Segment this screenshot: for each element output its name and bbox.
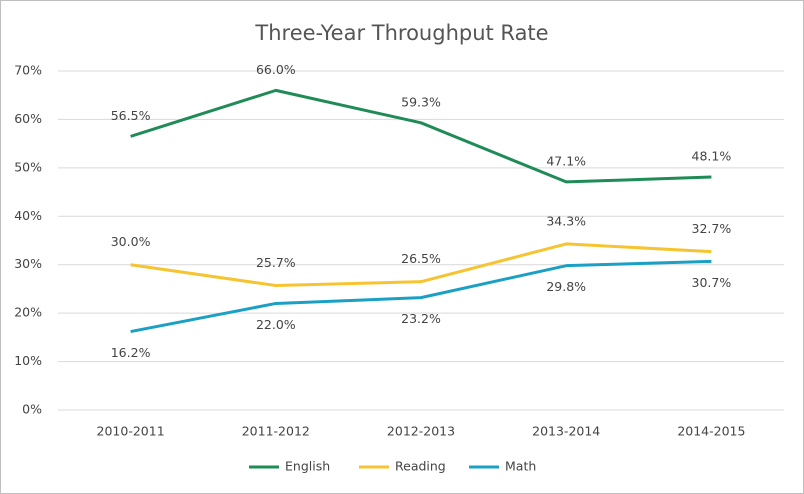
data-label: 34.3% <box>546 213 586 228</box>
data-label: 30.0% <box>111 234 151 249</box>
data-label: 66.0% <box>256 62 296 77</box>
data-label: 48.1% <box>692 149 732 164</box>
legend-label: Math <box>505 459 536 474</box>
y-tick-label: 0% <box>22 402 42 417</box>
chart-title: Three-Year Throughput Rate <box>254 21 548 45</box>
y-tick-label: 20% <box>14 305 42 320</box>
y-tick-label: 60% <box>14 111 42 126</box>
data-label: 30.7% <box>692 275 732 290</box>
y-tick-label: 40% <box>14 208 42 223</box>
data-label: 32.7% <box>692 221 732 236</box>
y-tick-label: 70% <box>14 63 42 78</box>
y-tick-label: 30% <box>14 256 42 271</box>
y-tick-label: 50% <box>14 159 42 174</box>
data-label: 56.5% <box>111 108 151 123</box>
data-label: 23.2% <box>401 311 441 326</box>
series-line <box>130 88 712 184</box>
data-label: 47.1% <box>546 153 586 168</box>
series-line <box>130 242 712 288</box>
data-label: 22.0% <box>256 317 296 332</box>
legend-label: English <box>285 459 330 474</box>
data-label: 25.7% <box>256 255 296 270</box>
x-tick-label: 2012-2013 <box>387 424 455 439</box>
data-label: 59.3% <box>401 94 441 109</box>
data-label: 26.5% <box>401 251 441 266</box>
legend-label: Reading <box>395 459 446 474</box>
series-line <box>130 259 712 334</box>
data-label: 29.8% <box>546 279 586 294</box>
x-tick-label: 2014-2015 <box>677 424 745 439</box>
data-label: 16.2% <box>111 345 151 360</box>
x-tick-label: 2013-2014 <box>532 424 600 439</box>
x-tick-label: 2011-2012 <box>242 424 310 439</box>
x-tick-label: 2010-2011 <box>97 424 165 439</box>
y-tick-label: 10% <box>14 353 42 368</box>
